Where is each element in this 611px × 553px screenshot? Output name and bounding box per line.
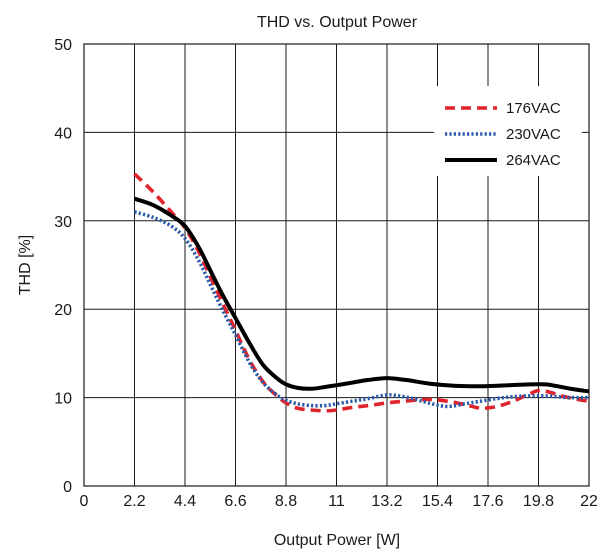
series-lines — [133, 172, 590, 413]
legend: 176VAC 230VAC 264VAC — [434, 86, 582, 176]
y-tick-label: 10 — [54, 391, 72, 408]
chart-title: THD vs. Output Power — [257, 14, 418, 31]
series-line-264vac — [133, 196, 590, 394]
x-tick-label: 22 — [580, 493, 598, 510]
y-tick-label: 50 — [54, 37, 72, 54]
legend-label: 176VAC — [506, 100, 561, 117]
x-tick-label: 8.8 — [275, 493, 297, 510]
x-tick-label: 19.8 — [523, 493, 554, 510]
x-tick-label: 0 — [80, 493, 89, 510]
x-tick-label: 13.2 — [371, 493, 402, 510]
y-tick-label: 0 — [63, 479, 72, 496]
x-tick-label: 4.4 — [174, 493, 196, 510]
x-tick-label: 17.6 — [472, 493, 503, 510]
y-tick-label: 30 — [54, 214, 72, 231]
x-tick-label: 11 — [328, 493, 345, 510]
y-axis-ticks: 0 10 20 30 40 50 — [54, 37, 72, 496]
y-tick-label: 20 — [54, 302, 72, 319]
x-axis-label: Output Power [W] — [274, 532, 400, 549]
legend-label: 264VAC — [506, 152, 561, 169]
x-tick-label: 2.2 — [123, 493, 145, 510]
y-tick-label: 40 — [54, 125, 72, 142]
x-axis-ticks: 0 2.2 4.4 6.6 8.8 11 13.2 15.4 17.6 19.8 22 — [80, 493, 598, 510]
series-line-176vac — [133, 172, 590, 413]
series-line-230vac — [134, 210, 590, 409]
x-tick-label: 6.6 — [224, 493, 246, 510]
y-axis-label: THD [%] — [17, 235, 34, 295]
x-tick-label: 15.4 — [422, 493, 453, 510]
legend-label: 230VAC — [506, 126, 561, 143]
